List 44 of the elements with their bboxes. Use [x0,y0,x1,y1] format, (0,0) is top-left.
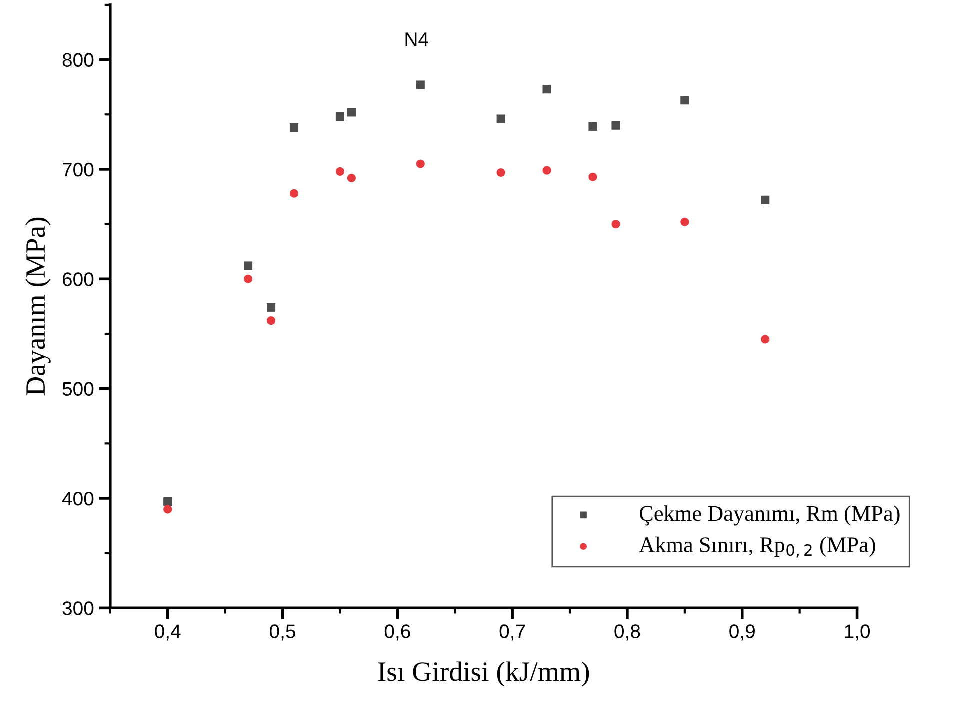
x-tick-label: 0,5 [270,624,296,641]
y-tick-label: 300 [62,602,94,616]
point [164,505,172,514]
point [612,121,620,130]
x-tick-label: 0,7 [500,624,526,641]
x-tick-label: 0,4 [155,624,181,641]
y-tick-label: 400 [62,492,94,506]
point [612,220,620,229]
y-tick-label: 800 [62,53,94,68]
point [680,96,690,105]
x-tick-label: 0,8 [614,624,640,641]
point [266,316,276,326]
point [416,160,425,168]
point [496,168,506,178]
point [290,124,299,132]
point [542,85,552,94]
x-tick-label: 0,9 [730,624,755,641]
annotation: N4 [406,32,428,46]
point [416,80,425,90]
x-tick-label: 1,0 [845,624,870,641]
point [496,114,506,124]
y-axis-title: Dayanım (MPa) [26,218,51,396]
point [347,174,356,183]
point [266,303,276,312]
y-tick-label: 500 [62,382,94,396]
x-tick-label: 0,6 [384,624,410,641]
point [588,122,598,131]
y-tick-label: 600 [62,272,94,286]
point [588,172,598,182]
x-axis-title: Isı Girdisi (kJ/mm) [378,662,590,687]
y-tick-label: 700 [62,162,94,177]
point [761,196,770,204]
legend-label: Çekme Dayanımı, Rm (MPa) [640,506,900,526]
point [336,167,344,176]
point [164,498,172,506]
point [542,166,552,175]
point [761,335,770,344]
point [290,189,299,198]
point [336,112,344,122]
point [244,274,253,284]
point [680,218,690,226]
point [347,108,356,117]
point [244,262,253,270]
legend-label: Akma Sınırı, Rp$_{0,2}$ (MPa) [639,536,876,558]
